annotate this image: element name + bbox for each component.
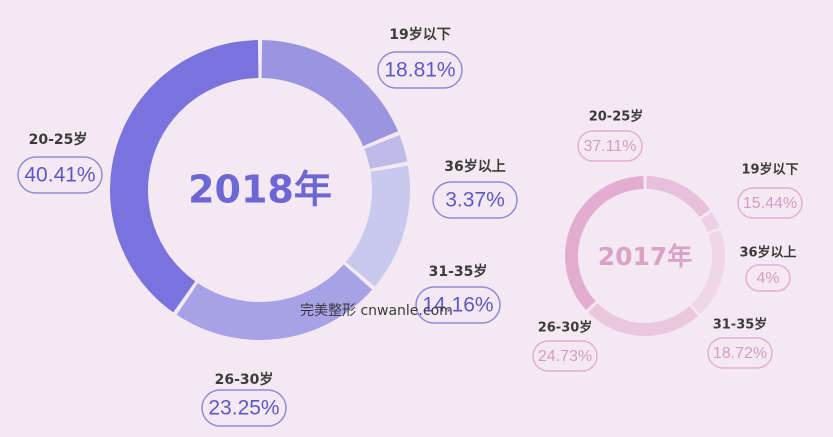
center-title-2017: 2017年 — [598, 242, 693, 271]
slice-2018-31-35 — [345, 165, 410, 287]
category-label-2018-19under19: 19岁以下 — [389, 26, 450, 43]
category-label-2018-20-25: 20-25岁 — [29, 131, 88, 148]
value-pill-2018-31-35 — [415, 286, 501, 324]
donut-2017: 19岁以下 15.44% 36岁以上 4% 31-35岁 18.72% 26-30岁 24.7… — [532, 109, 803, 372]
slice-2017-31-35 — [691, 230, 725, 314]
slice-2018-36over36 — [364, 135, 408, 169]
value-label-2017-19under19: 15.44% — [743, 195, 797, 212]
slice-2018-19under19 — [261, 40, 398, 147]
value-label-2018-36over36: 3.37% — [445, 189, 505, 212]
slice-2017-36over36 — [700, 212, 720, 232]
category-label-2017-19under19: 19岁以下 — [741, 162, 798, 178]
category-label-2018-26-30: 26-30岁 — [215, 371, 274, 388]
slice-2018-20-25 — [109, 40, 259, 313]
category-label-2018-36over36: 36岁以上 — [444, 158, 505, 175]
slice-2017-26-30 — [588, 303, 699, 336]
slice-2017-19under19 — [646, 176, 711, 218]
value-pill-2018-36over36 — [432, 181, 518, 219]
category-label-2017-20-25: 20-25岁 — [589, 109, 644, 125]
value-label-2017-31-35: 18.72% — [713, 345, 767, 362]
value-pill-2017-19under19 — [737, 187, 803, 219]
value-label-2018-20-25: 40.41% — [24, 164, 95, 187]
value-pill-2018-20-25 — [17, 156, 103, 194]
value-pill-2017-26-30 — [532, 340, 598, 372]
category-label-2017-26-30: 26-30岁 — [538, 320, 593, 336]
category-label-2017-31-35: 31-35岁 — [713, 317, 768, 333]
watermark-text: 完美整形 cnwanle.com — [300, 303, 453, 319]
value-label-2017-26-30: 24.73% — [538, 348, 592, 365]
value-label-2017-36over36: 4% — [756, 270, 779, 287]
slice-2017-20-25 — [565, 176, 644, 311]
value-pill-2018-19under19 — [377, 51, 463, 89]
center-title-2018: 2018年 — [188, 168, 332, 212]
value-label-2017-20-25: 37.11% — [583, 138, 636, 155]
value-pill-2018-26-30 — [201, 389, 287, 427]
donut-2018: 19岁以下 18.81% 36岁以上 3.37% 31-35岁 14.16% 26-30岁 2… — [17, 26, 518, 427]
value-label-2018-19under19: 18.81% — [384, 59, 455, 82]
value-pill-2017-36over36 — [745, 264, 791, 292]
category-label-2017-36over36: 36岁以上 — [739, 245, 796, 261]
slice-2018-26-30 — [176, 264, 373, 340]
value-label-2018-26-30: 23.25% — [208, 397, 279, 420]
category-label-2018-31-35: 31-35岁 — [429, 263, 488, 280]
value-label-2018-31-35: 14.16% — [422, 294, 493, 317]
value-pill-2017-31-35 — [707, 337, 773, 369]
value-pill-2017-20-25 — [577, 130, 643, 162]
